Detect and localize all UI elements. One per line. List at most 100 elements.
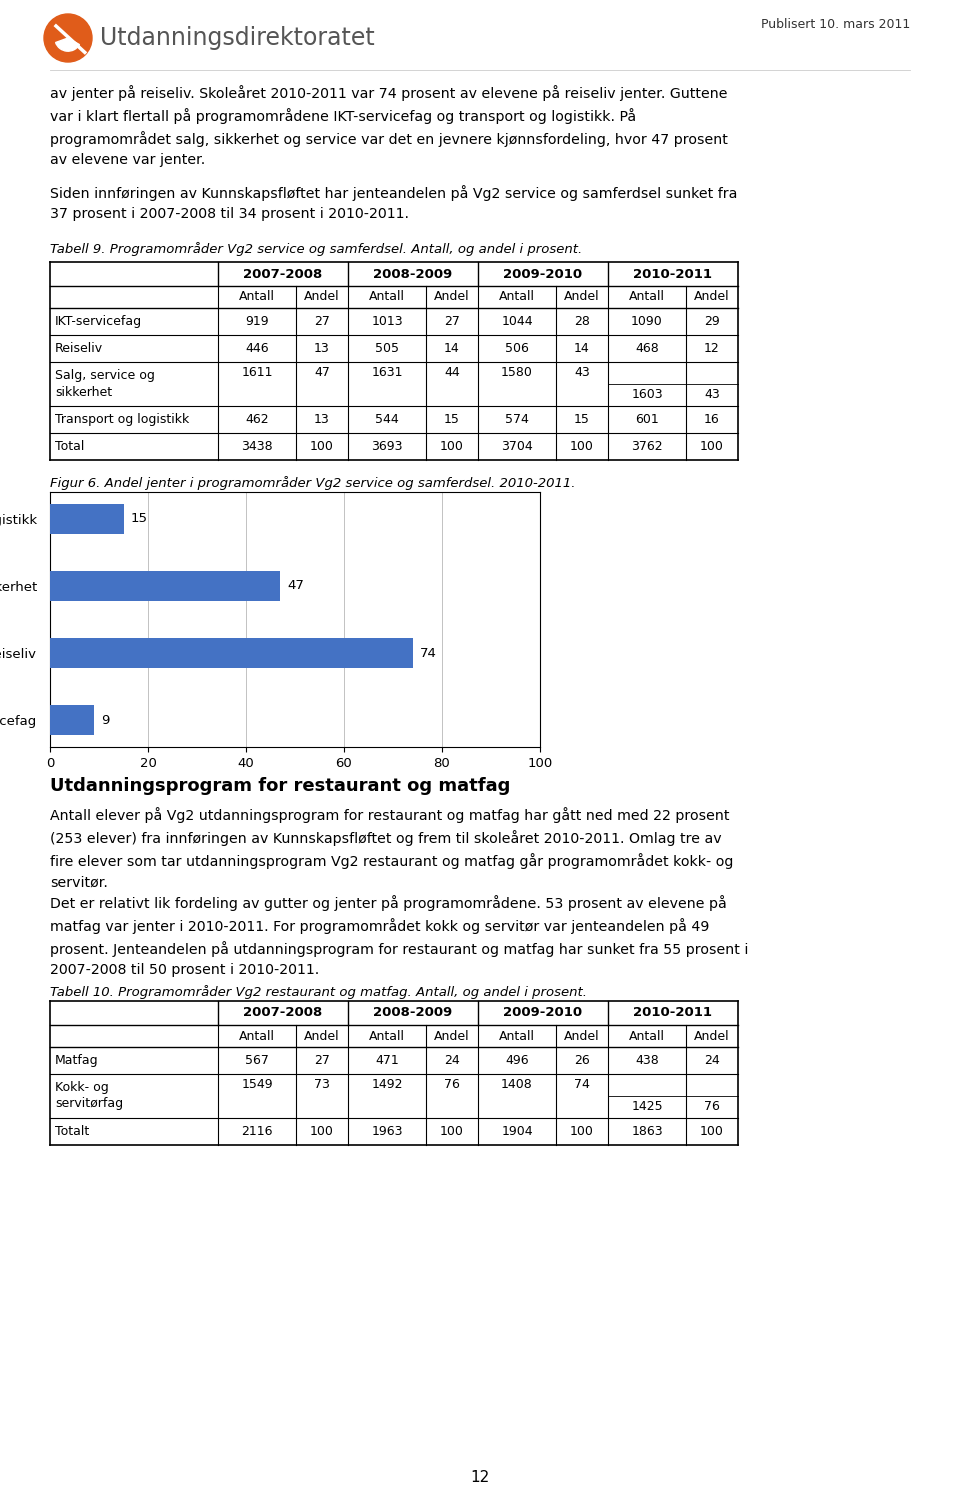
Text: 73: 73 <box>314 1078 330 1091</box>
Text: 919: 919 <box>245 314 269 328</box>
Text: 27: 27 <box>314 314 330 328</box>
Text: Antall: Antall <box>499 1030 535 1042</box>
Text: 74: 74 <box>574 1078 590 1091</box>
Text: Antall: Antall <box>369 290 405 304</box>
Text: Antall elever på Vg2 utdanningsprogram for restaurant og matfag har gått ned med: Antall elever på Vg2 utdanningsprogram f… <box>50 807 733 889</box>
Text: 3704: 3704 <box>501 440 533 454</box>
Text: 1013: 1013 <box>372 314 403 328</box>
Text: 1863: 1863 <box>631 1126 662 1138</box>
Text: 29: 29 <box>704 314 720 328</box>
Text: Andel: Andel <box>694 290 730 304</box>
Text: 100: 100 <box>440 1126 464 1138</box>
Text: Utdanningsdirektoratet: Utdanningsdirektoratet <box>100 25 374 49</box>
Text: 15: 15 <box>444 413 460 427</box>
Text: 100: 100 <box>700 1126 724 1138</box>
Text: 1492: 1492 <box>372 1078 403 1091</box>
Bar <box>50 503 124 534</box>
Text: 438: 438 <box>636 1054 659 1067</box>
Text: 9: 9 <box>102 714 109 726</box>
Text: 14: 14 <box>574 341 589 355</box>
Text: 462: 462 <box>245 413 269 427</box>
Text: 28: 28 <box>574 314 590 328</box>
Text: 13: 13 <box>314 341 330 355</box>
Text: 14: 14 <box>444 341 460 355</box>
Text: Siden innføringen av Kunnskapsfløftet har jenteandelen på Vg2 service og samferd: Siden innføringen av Kunnskapsfløftet ha… <box>50 186 737 222</box>
Text: 544: 544 <box>375 413 398 427</box>
Text: 24: 24 <box>444 1054 460 1067</box>
Text: 13: 13 <box>314 413 330 427</box>
Text: Andel: Andel <box>434 290 469 304</box>
Text: 74: 74 <box>420 647 437 660</box>
Text: 43: 43 <box>574 367 589 380</box>
Text: 574: 574 <box>505 413 529 427</box>
Bar <box>50 570 280 600</box>
Text: Kokk- og
servitørfag: Kokk- og servitørfag <box>55 1081 123 1111</box>
Text: 1549: 1549 <box>241 1078 273 1091</box>
Wedge shape <box>56 37 80 51</box>
Bar <box>50 705 94 735</box>
Text: 567: 567 <box>245 1054 269 1067</box>
Text: 1044: 1044 <box>501 314 533 328</box>
Text: 27: 27 <box>314 1054 330 1067</box>
Text: 2009-2010: 2009-2010 <box>503 1006 583 1019</box>
Text: Antall: Antall <box>239 290 275 304</box>
Text: 44: 44 <box>444 367 460 380</box>
Circle shape <box>44 13 92 61</box>
Text: 76: 76 <box>704 1100 720 1114</box>
Text: 100: 100 <box>310 1126 334 1138</box>
Text: Antall: Antall <box>629 290 665 304</box>
Text: 76: 76 <box>444 1078 460 1091</box>
Text: 1963: 1963 <box>372 1126 403 1138</box>
Text: 47: 47 <box>314 367 330 380</box>
Text: 16: 16 <box>704 413 720 427</box>
Text: Reiseliv: Reiseliv <box>55 341 103 355</box>
Text: 2007-2008: 2007-2008 <box>244 1006 323 1019</box>
Text: Transport og logistikk: Transport og logistikk <box>55 413 189 427</box>
Text: 2008-2009: 2008-2009 <box>373 268 452 280</box>
Text: Tabell 10. Programområder Vg2 restaurant og matfag. Antall, og andel i prosent.: Tabell 10. Programområder Vg2 restaurant… <box>50 985 587 998</box>
Text: 2010-2011: 2010-2011 <box>634 268 712 280</box>
Text: 15: 15 <box>574 413 590 427</box>
Text: 100: 100 <box>570 440 594 454</box>
Text: Andel: Andel <box>304 1030 340 1042</box>
Text: 43: 43 <box>704 389 720 401</box>
Text: Total: Total <box>55 440 84 454</box>
Text: 2009-2010: 2009-2010 <box>503 268 583 280</box>
Text: 2007-2008: 2007-2008 <box>244 268 323 280</box>
Text: 26: 26 <box>574 1054 589 1067</box>
Text: 471: 471 <box>375 1054 398 1067</box>
Text: 496: 496 <box>505 1054 529 1067</box>
Text: Antall: Antall <box>499 290 535 304</box>
Text: 1090: 1090 <box>631 314 662 328</box>
Text: Antall: Antall <box>629 1030 665 1042</box>
Text: Andel: Andel <box>434 1030 469 1042</box>
Text: Andel: Andel <box>304 290 340 304</box>
Text: Det er relativt lik fordeling av gutter og jenter på programområdene. 53 prosent: Det er relativt lik fordeling av gutter … <box>50 895 749 978</box>
Text: 15: 15 <box>131 512 148 525</box>
Text: 2010-2011: 2010-2011 <box>634 1006 712 1019</box>
Text: Tabell 9. Programområder Vg2 service og samferdsel. Antall, og andel i prosent.: Tabell 9. Programområder Vg2 service og … <box>50 243 583 256</box>
Text: 505: 505 <box>375 341 399 355</box>
Text: 2116: 2116 <box>241 1126 273 1138</box>
Text: Andel: Andel <box>564 290 600 304</box>
Text: 100: 100 <box>310 440 334 454</box>
Text: 12: 12 <box>704 341 720 355</box>
Text: 24: 24 <box>704 1054 720 1067</box>
Text: 1603: 1603 <box>631 389 662 401</box>
Text: 3438: 3438 <box>241 440 273 454</box>
Text: Andel: Andel <box>694 1030 730 1042</box>
Text: 601: 601 <box>636 413 659 427</box>
Text: 100: 100 <box>700 440 724 454</box>
Text: 1631: 1631 <box>372 367 403 380</box>
Text: Salg, service og
sikkerhet: Salg, service og sikkerhet <box>55 370 155 398</box>
Text: 1904: 1904 <box>501 1126 533 1138</box>
Text: IKT-servicefag: IKT-servicefag <box>55 314 142 328</box>
Text: 12: 12 <box>470 1470 490 1485</box>
Text: 1611: 1611 <box>241 367 273 380</box>
Text: 506: 506 <box>505 341 529 355</box>
Text: Matfag: Matfag <box>55 1054 99 1067</box>
Text: 468: 468 <box>636 341 659 355</box>
Text: 100: 100 <box>440 440 464 454</box>
Text: 100: 100 <box>570 1126 594 1138</box>
Text: Publisert 10. mars 2011: Publisert 10. mars 2011 <box>760 18 910 31</box>
